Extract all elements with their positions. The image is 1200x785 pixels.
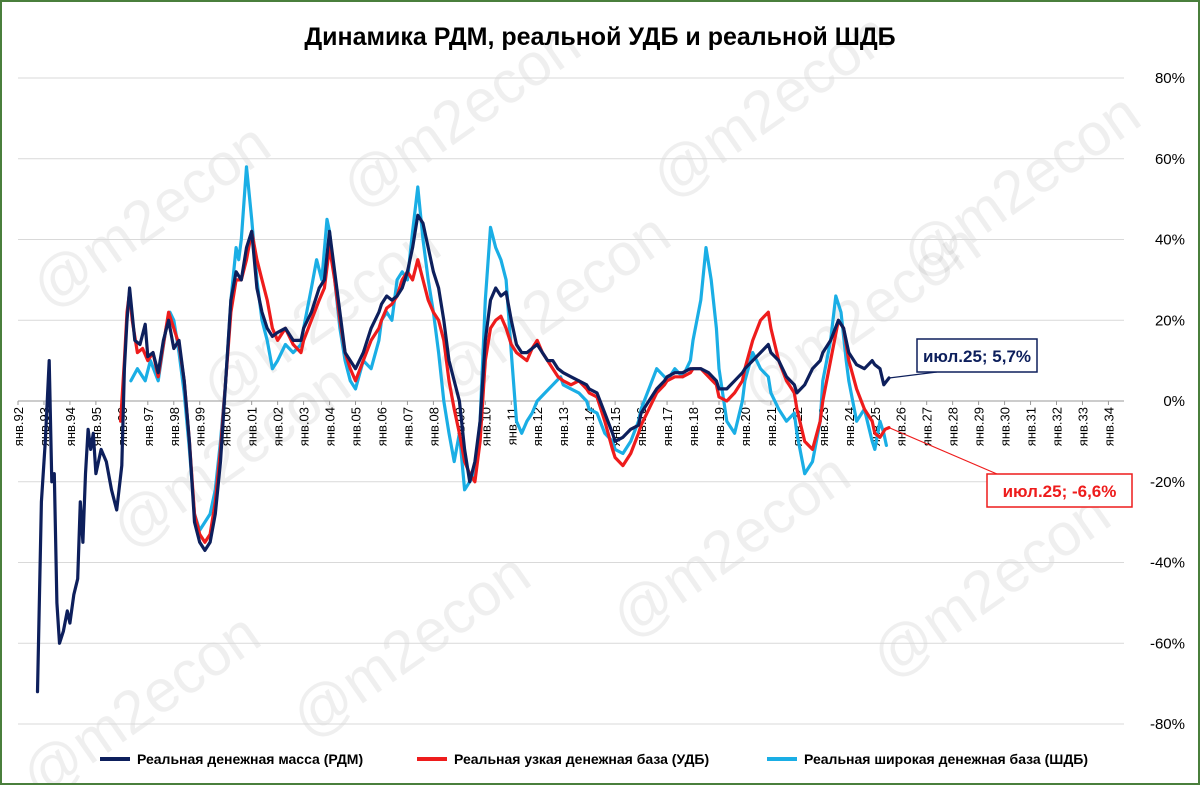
- watermark-text: @m2econ: [599, 439, 862, 651]
- x-tick-label: янв.99: [193, 407, 208, 446]
- x-tick-label: янв.07: [400, 407, 415, 446]
- legend-label: Реальная денежная масса (РДМ): [137, 751, 363, 767]
- callout-box: [986, 473, 1133, 508]
- y-tick-label: -20%: [1150, 474, 1185, 491]
- x-tick-label: янв.20: [738, 407, 753, 446]
- series-line-0: [35, 213, 891, 694]
- callout-leader: [888, 427, 998, 475]
- x-tick-label: янв.97: [141, 407, 156, 446]
- x-tick-label: янв.03: [297, 407, 312, 446]
- callout-label: июл.25; 5,7%: [923, 347, 1031, 366]
- series-layer: [35, 165, 891, 694]
- x-tick-label: янв.14: [582, 407, 597, 446]
- y-tick-label: -60%: [1150, 635, 1185, 652]
- x-tick-label: янв.27: [920, 407, 935, 446]
- x-tick-label: янв.24: [842, 407, 857, 446]
- x-tick-label: янв.31: [1024, 407, 1039, 446]
- legend-label: Реальная узкая денежная база (УДБ): [454, 751, 709, 767]
- y-tick-label: -40%: [1150, 555, 1185, 572]
- x-tick-label: янв.19: [712, 407, 727, 446]
- grid-lines: [18, 77, 1124, 725]
- y-tick-label: -80%: [1150, 716, 1185, 733]
- x-tick-label: янв.06: [374, 407, 389, 446]
- y-axis: 80% 60% 40% 20% 0% -20% -40% -60% -80%: [1150, 70, 1185, 733]
- x-tick-label: янв.30: [998, 407, 1013, 446]
- callout-box: [916, 338, 1038, 373]
- x-tick-label: янв.04: [323, 407, 338, 446]
- callout-label: июл.25; -6,6%: [1003, 482, 1117, 501]
- x-tick-label: янв.08: [426, 407, 441, 446]
- callout-layer: июл.25; 5,7% июл.25; -6,6%: [888, 338, 1133, 508]
- x-tick-label: янв.29: [972, 407, 987, 446]
- x-tick-label: янв.32: [1049, 407, 1064, 446]
- x-tick-label: янв.26: [894, 407, 909, 446]
- x-tick-label: янв.94: [63, 407, 78, 446]
- watermark-text: @m2econ: [419, 199, 682, 411]
- x-tick-label: янв.13: [556, 407, 571, 446]
- x-tick-label: янв.17: [660, 407, 675, 446]
- x-axis: янв.92 янв.93 янв.94 янв.95 янв.96 янв.97 янв.…: [11, 401, 1116, 446]
- x-tick-label: янв.28: [946, 407, 961, 446]
- legend-label: Реальная широкая денежная база (ШДБ): [804, 751, 1088, 767]
- x-tick-label: янв.33: [1075, 407, 1090, 446]
- y-tick-label: 60%: [1155, 151, 1185, 168]
- series-line-2: [129, 165, 888, 532]
- y-tick-label: 80%: [1155, 70, 1185, 87]
- legend: Реальная денежная масса (РДМ) Реальная уз…: [100, 751, 1088, 767]
- callout-leader: [888, 371, 938, 379]
- x-tick-label: янв.05: [349, 407, 364, 446]
- x-tick-label: янв.02: [271, 407, 286, 446]
- y-tick-label: 20%: [1155, 312, 1185, 329]
- x-tick-label: янв.34: [1101, 407, 1116, 446]
- x-tick-label: янв.21: [764, 407, 779, 446]
- x-tick-label: янв.18: [686, 407, 701, 446]
- x-tick-label: янв.98: [167, 407, 182, 446]
- x-tick-label: янв.12: [530, 407, 545, 446]
- y-tick-label: 0%: [1163, 393, 1185, 410]
- watermark-text: @m2econ: [859, 479, 1122, 691]
- x-tick-label: янв.01: [245, 407, 260, 446]
- x-tick-label: янв.92: [11, 407, 26, 446]
- chart-title: Динамика РДМ, реальной УДБ и реальной ШД…: [304, 23, 895, 51]
- y-tick-label: 40%: [1155, 232, 1185, 249]
- watermark-text: @m2econ: [279, 539, 542, 751]
